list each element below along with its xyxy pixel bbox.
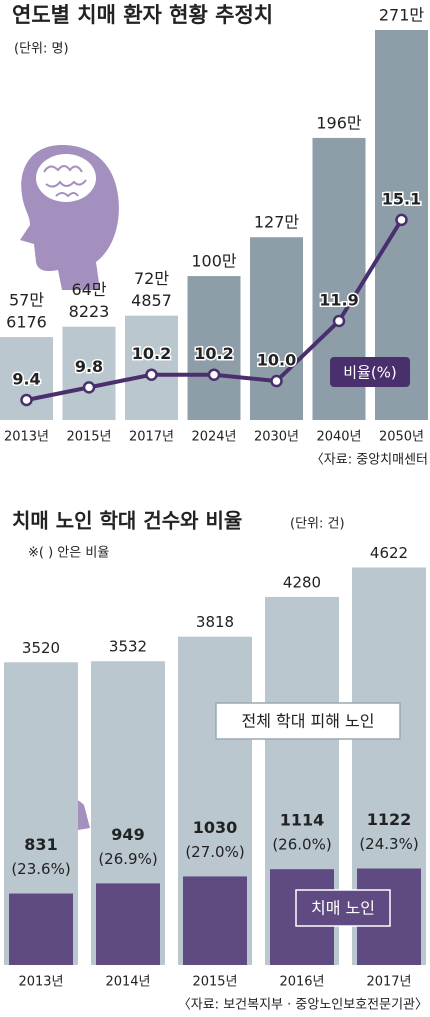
legend-box (295, 889, 391, 927)
bar (62, 326, 116, 420)
bar-label: 127만 (254, 213, 300, 232)
x-tick-label: 2013년 (4, 430, 49, 445)
rate-point (145, 368, 158, 381)
bar-label: 271만 (379, 6, 425, 25)
total-label: 4622 (370, 544, 408, 562)
bar-label: 72만 (134, 269, 169, 288)
dementia-label: 949 (111, 825, 144, 844)
bar-label: 6176 (6, 313, 47, 332)
chart-title: 치매 노인 학대 건수와 비율 (12, 509, 242, 533)
x-tick-label: 2017년 (129, 430, 174, 445)
dementia-label: 1030 (193, 818, 238, 837)
dementia-label: 1122 (367, 810, 412, 829)
x-tick-label: 2014년 (105, 975, 150, 990)
bar-label: 196만 (316, 113, 362, 132)
rate-label: 10.0 (257, 351, 296, 370)
total-label: 3532 (109, 638, 147, 656)
chart-note: ※( ) 안은 비율 (28, 546, 109, 561)
dementia-label: 1114 (280, 811, 325, 830)
x-tick-label: 2017년 (366, 975, 411, 990)
rate-point (20, 393, 33, 407)
x-tick-label: 2015년 (66, 430, 111, 445)
rate-point (207, 368, 221, 381)
legend-label: 치매 노인 (311, 899, 375, 918)
legend-label: 비율(%) (343, 364, 397, 382)
x-tick-label: 2024년 (191, 430, 236, 445)
rate-point (395, 213, 408, 227)
x-tick-label: 2013년 (18, 975, 63, 990)
rate-label: 10.2 (132, 344, 171, 363)
brain-lines (43, 165, 87, 198)
legend-label: 전체 학대 피해 노인 (241, 712, 374, 731)
rate-label: (26.0%) (272, 836, 331, 854)
legend-box (215, 702, 401, 740)
bar (250, 237, 303, 420)
total-label: 4280 (283, 573, 321, 591)
x-tick-label: 2015년 (192, 975, 237, 990)
rate-label: 15.1 (382, 189, 421, 208)
source: 〈자료: 중앙치매센터 (311, 453, 428, 468)
dementia-bar (183, 876, 247, 965)
rate-label: (26.9%) (98, 850, 157, 868)
rate-label: (24.3%) (359, 835, 418, 853)
bar-label: 8223 (69, 302, 110, 321)
chart-title: 연도별 치매 환자 현황 추정치 (12, 3, 273, 27)
bar-label: 64만 (71, 280, 106, 299)
rate-point (82, 381, 96, 394)
x-tick-label: 2050년 (379, 430, 424, 445)
rate-point (332, 314, 346, 328)
dementia-label: 831 (24, 835, 57, 854)
rate-label: 9.8 (75, 357, 103, 376)
bar-label: 4857 (131, 291, 172, 310)
rate-point (270, 374, 283, 388)
rate-label: (23.6%) (11, 860, 70, 878)
bar-label: 57만 (9, 291, 44, 310)
x-tick-label: 2016년 (279, 975, 324, 990)
legend-box (330, 357, 410, 387)
bar (125, 315, 178, 420)
bar-label: 100만 (191, 252, 237, 271)
rate-label: 10.2 (194, 344, 233, 363)
dementia-bar (96, 883, 160, 965)
source: 〈자료: 보건복지부 · 중앙노인보호전문기관〉 (178, 998, 428, 1013)
chart-subtitle: (단위: 명) (14, 42, 69, 57)
total-label: 3520 (22, 639, 60, 657)
dementia-bar (9, 893, 73, 965)
rate-label: (27.0%) (185, 843, 244, 861)
chart-subtitle: (단위: 건) (290, 517, 345, 532)
total-label: 3818 (196, 613, 234, 631)
rate-label: 9.4 (12, 370, 40, 389)
x-tick-label: 2040년 (316, 430, 361, 445)
rate-label: 11.9 (319, 291, 358, 310)
x-tick-label: 2030년 (254, 430, 299, 445)
bar (187, 276, 241, 420)
